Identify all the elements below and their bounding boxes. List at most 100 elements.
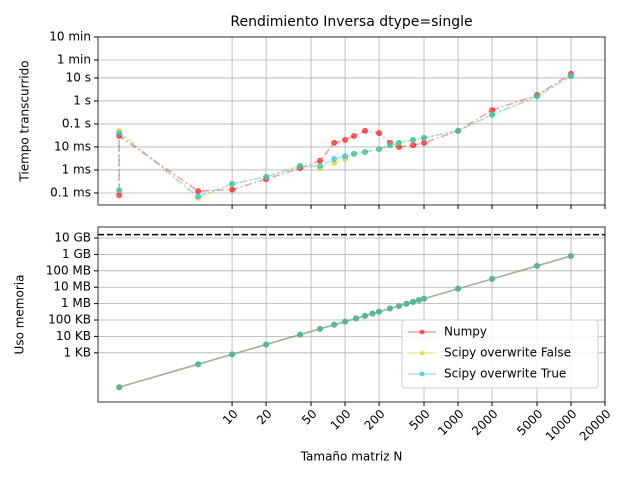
legend-label: Scipy overwrite True bbox=[444, 367, 566, 381]
y-tick-label: 0.1 s bbox=[62, 116, 91, 130]
legend-marker bbox=[419, 350, 425, 356]
point bbox=[353, 315, 360, 322]
series-line bbox=[118, 255, 572, 388]
point bbox=[361, 312, 368, 319]
point bbox=[376, 308, 383, 315]
point bbox=[342, 137, 349, 144]
y-tick-label: 10 GB bbox=[54, 231, 91, 245]
legend-label: Scipy overwrite False bbox=[444, 346, 571, 360]
point bbox=[263, 341, 270, 348]
point bbox=[376, 146, 383, 153]
legend: Numpy Scipy overwrite False Scipy overwrit… bbox=[401, 319, 599, 389]
y-tick-label: 1 s bbox=[73, 93, 91, 107]
point bbox=[369, 310, 376, 317]
point bbox=[317, 162, 324, 169]
point bbox=[421, 134, 428, 141]
plot-area bbox=[98, 37, 605, 205]
point bbox=[195, 188, 202, 195]
point bbox=[263, 173, 270, 180]
point bbox=[229, 351, 236, 358]
point bbox=[567, 73, 574, 80]
point bbox=[116, 130, 123, 137]
point bbox=[331, 321, 338, 328]
point bbox=[331, 139, 338, 146]
point bbox=[116, 384, 123, 391]
y-tick-label: 1 GB bbox=[62, 247, 91, 261]
point bbox=[489, 275, 496, 282]
y-tick-label: 1 min bbox=[57, 53, 91, 67]
y-tick-label: 1 KB bbox=[63, 345, 91, 359]
point bbox=[533, 93, 540, 100]
point bbox=[567, 253, 574, 260]
y-tick-label: 1 ms bbox=[62, 162, 91, 176]
point bbox=[395, 139, 402, 146]
x-tick-label: 50 bbox=[299, 407, 320, 428]
point bbox=[489, 111, 496, 118]
point bbox=[297, 162, 304, 169]
y-tick-label: 100 KB bbox=[48, 313, 91, 327]
legend-label: Numpy bbox=[444, 325, 487, 339]
point bbox=[361, 149, 368, 156]
point bbox=[229, 186, 236, 193]
point bbox=[403, 300, 410, 307]
point bbox=[410, 142, 417, 149]
point bbox=[455, 127, 462, 134]
point bbox=[361, 127, 368, 134]
x-tick-label: 10 bbox=[220, 407, 241, 428]
point bbox=[376, 130, 383, 137]
series-line bbox=[118, 75, 572, 199]
series-line bbox=[118, 255, 572, 388]
legend-marker bbox=[419, 329, 425, 335]
y-tick-label: 10 s bbox=[66, 70, 91, 84]
x-tick-label: 100 bbox=[328, 407, 354, 433]
point bbox=[395, 302, 402, 309]
x-tick-label: 2000 bbox=[469, 407, 500, 438]
point bbox=[317, 157, 324, 164]
point bbox=[116, 192, 123, 199]
point bbox=[410, 137, 417, 144]
point bbox=[229, 180, 236, 187]
y-tick-label: 100 MB bbox=[46, 263, 91, 277]
point bbox=[455, 285, 462, 292]
series-line bbox=[118, 75, 572, 198]
point bbox=[195, 193, 202, 200]
legend-marker bbox=[419, 371, 425, 377]
y-tick-label: 0.1 ms bbox=[50, 185, 91, 199]
point bbox=[533, 262, 540, 269]
y-tick-label: 10 ms bbox=[54, 139, 91, 153]
point bbox=[297, 331, 304, 338]
x-tick-label: 500 bbox=[407, 407, 433, 433]
y-axis-label: Uso memoria bbox=[13, 275, 27, 355]
point bbox=[387, 305, 394, 312]
x-axis-label: Tamaño matriz N bbox=[300, 450, 403, 464]
x-tick-label: 20000 bbox=[577, 407, 614, 444]
point bbox=[410, 298, 417, 305]
point bbox=[342, 153, 349, 160]
axes-frame bbox=[97, 226, 606, 403]
point bbox=[351, 132, 358, 139]
point bbox=[387, 142, 394, 149]
x-tick-label: 5000 bbox=[514, 407, 545, 438]
y-tick-label: 10 min bbox=[49, 30, 91, 44]
y-axis-label: Tiempo transcurrido bbox=[18, 60, 32, 182]
point bbox=[195, 361, 202, 368]
y-tick-label: 10 KB bbox=[56, 329, 91, 343]
x-tick-label: 10000 bbox=[543, 407, 580, 444]
point bbox=[331, 155, 338, 162]
x-tick-label: 200 bbox=[362, 407, 388, 433]
y-tick-label: 1 MB bbox=[61, 296, 91, 310]
point bbox=[415, 297, 422, 304]
chart-title: Rendimiento Inversa dtype=single bbox=[230, 14, 472, 30]
legend-box bbox=[401, 319, 599, 389]
point bbox=[317, 325, 324, 332]
y-tick-label: 10 MB bbox=[53, 280, 91, 294]
series-line bbox=[118, 255, 572, 388]
axes-frame bbox=[97, 36, 606, 206]
point bbox=[116, 187, 123, 194]
point bbox=[342, 318, 349, 325]
x-tick-label: 20 bbox=[254, 407, 275, 428]
point bbox=[421, 295, 428, 302]
x-tick-label: 1000 bbox=[435, 407, 466, 438]
point bbox=[421, 139, 428, 146]
